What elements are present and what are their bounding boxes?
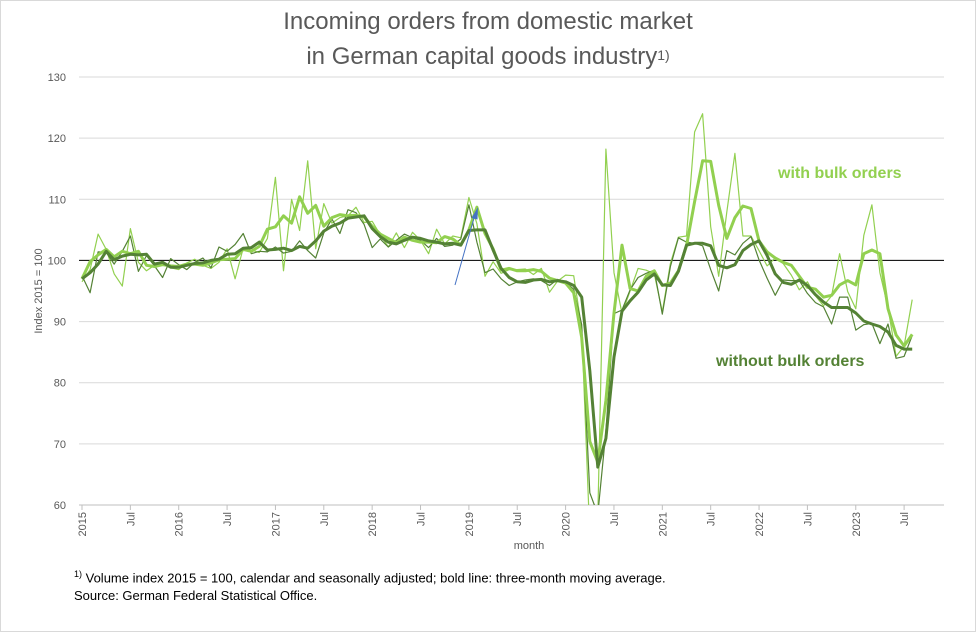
x-tick-label: 2015: [77, 512, 89, 536]
y-tick-label: 80: [54, 378, 66, 390]
x-tick-label: Jul: [319, 512, 331, 526]
series-line-without-bulk-orders-average: [81, 214, 913, 469]
series-line-without-bulk-orders: [81, 204, 913, 505]
x-tick-label: Jul: [802, 512, 814, 526]
x-tick-label: 2023: [851, 512, 863, 536]
x-tick-label: Jul: [512, 512, 524, 526]
y-tick-label: 110: [48, 194, 66, 206]
y-tick-label: 60: [54, 500, 66, 512]
arrow-head: [471, 207, 478, 220]
x-tick-label: 2016: [174, 512, 186, 536]
x-axis-title: month: [514, 540, 545, 552]
series-line-with-bulk-orders-average: [80, 159, 914, 464]
chart-title-line-1: Incoming orders from domestic market: [283, 8, 693, 35]
label-without-bulk-orders: without bulk orders: [715, 353, 865, 370]
footnote-text: Volume index 2015 = 100, calendar and se…: [82, 570, 666, 586]
y-tick-label: 100: [48, 255, 66, 267]
x-tick-label: Jul: [609, 512, 621, 526]
arrow-line: [454, 217, 475, 286]
y-tick-label: 130: [48, 72, 66, 84]
y-axis-title: Index 2015 = 100: [33, 248, 45, 333]
x-tick-label: Jul: [416, 512, 428, 526]
x-tick-label: 2021: [657, 512, 669, 536]
footnote-mark: 1): [74, 569, 83, 579]
x-tick-label: Jul: [899, 512, 911, 526]
source-note: Source: German Federal Statistical Offic…: [74, 588, 318, 603]
x-tick-label: 2018: [367, 512, 379, 536]
x-tick-label: 2019: [464, 512, 476, 536]
x-tick-label: 2020: [561, 512, 573, 536]
x-tick-label: Jul: [222, 512, 234, 526]
title-footnote-mark: 1): [657, 47, 670, 63]
chart-title-line-2-text: in German capital goods industry: [306, 43, 658, 70]
x-tick-label: 2017: [270, 512, 282, 536]
y-tick-label: 70: [54, 439, 66, 451]
footnote: 1) Volume index 2015 = 100, calendar and…: [74, 569, 666, 585]
chart-title-line-2: in German capital goods industry1): [0, 41, 976, 75]
y-tick-label: 90: [54, 317, 66, 329]
x-tick-label: 2022: [754, 512, 766, 536]
y-tick-label: 120: [48, 133, 66, 145]
x-tick-label: Jul: [125, 512, 137, 526]
label-with-bulk-orders: with bulk orders: [777, 165, 902, 182]
x-tick-label: Jul: [706, 512, 718, 526]
